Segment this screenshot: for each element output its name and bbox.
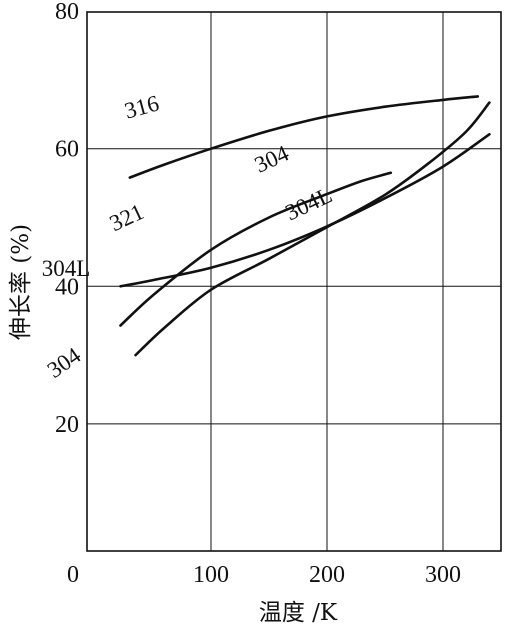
y-axis-title: 伸长率 (%) [8,224,34,340]
x-tick-label: 200 [309,562,345,588]
x-tick-label: 0 [67,562,79,588]
y-tick-label: 80 [55,0,79,25]
curve-label-321: 321 [106,199,148,236]
curve-labels: 316 321 304L 304 304 304L [42,91,336,383]
x-axis-title: 温度 /K [259,600,338,626]
plot-frame [86,11,502,552]
grid-lines [87,12,501,551]
y-tick-label: 40 [55,274,79,300]
x-tick-label: 100 [193,562,229,588]
series-line-304 [134,101,491,357]
curves [119,95,491,357]
y-tick-label: 20 [55,412,79,438]
curve-label-316: 316 [122,91,162,124]
series-line-321 [119,171,393,327]
x-tick-label: 300 [425,562,461,588]
series-line-304l [119,133,491,288]
curve-label-304: 304 [251,140,293,177]
curve-label-304l: 304L [42,256,91,281]
curve-label-304: 304 [43,342,86,383]
tick-labels: 0 100 200 300 20 40 60 80 [55,0,461,588]
y-tick-label: 60 [55,137,79,163]
series-line-316 [128,95,480,179]
curve-label-304l: 304L [281,182,336,225]
